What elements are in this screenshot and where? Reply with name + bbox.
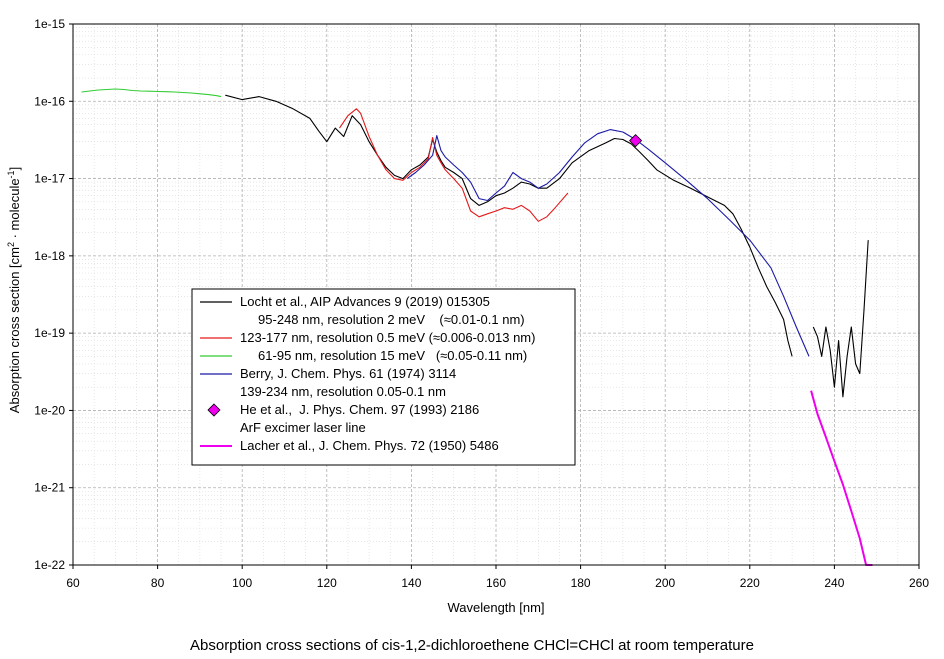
x-tick-label: 160 — [486, 576, 506, 590]
legend-label-2: 61-95 nm, resolution 15 meV (≈0.05-0.11 … — [240, 348, 527, 363]
legend-label-1: 123-177 nm, resolution 0.5 meV (≈0.006-0… — [240, 330, 535, 345]
chart: 60 80 100 120 140 160 180 200 220 240 260 1e-221e-… — [6, 17, 929, 615]
legend: Locht et al., AIP Advances 9 (2019) 0153… — [191, 288, 576, 466]
y-tick-label: 1e-17 — [34, 172, 65, 186]
legend-sublabel-4: ArF excimer laser line — [240, 420, 366, 435]
y-tick-labels: 1e-22 1e-21 1e-20 1e-19 1e-18 1e-17 1e-16 1e-15 — [34, 17, 73, 572]
series-line-locht_2meV — [225, 94, 793, 357]
series-line-locht_2meV_long — [812, 240, 869, 398]
y-tick-label: 1e-20 — [34, 403, 65, 417]
y-tick-label: 1e-18 — [34, 249, 65, 263]
series-line-locht_15meV — [81, 88, 222, 98]
y-tick-label: 1e-16 — [34, 94, 65, 108]
x-tick-label: 100 — [232, 576, 252, 590]
y-tick-label: 1e-19 — [34, 326, 65, 340]
y-axis-title-sup-2: -1 — [6, 170, 16, 178]
x-tick-label: 60 — [66, 576, 80, 590]
legend-items: Locht et al., AIP Advances 9 (2019) 0153… — [200, 294, 535, 453]
y-axis-title-text: Absorption cross section [cm — [7, 247, 22, 413]
points-layer — [629, 134, 643, 148]
x-tick-label: 80 — [151, 576, 165, 590]
y-tick-label: 1e-21 — [34, 481, 65, 495]
figure-caption: Absorption cross sections of cis-1,2-dic… — [190, 637, 754, 654]
x-tick-label: 220 — [740, 576, 760, 590]
x-tick-label: 200 — [655, 576, 675, 590]
x-tick-label: 140 — [401, 576, 421, 590]
series-line-locht_05meV — [339, 108, 569, 222]
legend-label-5: Lacher et al., J. Chem. Phys. 72 (1950) … — [240, 438, 499, 453]
legend-sublabel-3: 139-234 nm, resolution 0.05-0.1 nm — [240, 384, 446, 399]
series-line-berry — [406, 129, 810, 357]
legend-sublabel-0: 95-248 nm, resolution 2 meV (≈0.01-0.1 n… — [240, 312, 525, 327]
legend-box — [191, 288, 576, 466]
y-axis-title-end: ] — [7, 167, 22, 171]
legend-label-3: Berry, J. Chem. Phys. 61 (1974) 3114 — [240, 366, 456, 381]
legend-label-0: Locht et al., AIP Advances 9 (2019) 0153… — [240, 294, 490, 309]
y-axis-title-sup-1: 2 — [6, 242, 16, 247]
x-tick-labels: 60 80 100 120 140 160 180 200 220 240 260 — [66, 565, 929, 590]
x-tick-label: 240 — [824, 576, 844, 590]
legend-marker-4 — [207, 403, 221, 417]
x-tick-label: 120 — [317, 576, 337, 590]
x-tick-label: 180 — [571, 576, 591, 590]
y-tick-label: 1e-15 — [34, 17, 65, 31]
x-tick-label: 260 — [909, 576, 929, 590]
data-point-he_arf — [629, 134, 643, 148]
legend-label-4: He et al., J. Phys. Chem. 97 (1993) 2186 — [240, 402, 479, 417]
series-line-lacher — [810, 390, 873, 566]
y-axis-title-mid: · molecule — [7, 178, 22, 242]
y-tick-label: 1e-22 — [34, 558, 65, 572]
x-axis-title: Wavelength [nm] — [447, 600, 544, 615]
y-axis-title: Absorption cross section [cm2 · molecule… — [6, 167, 22, 413]
series-layer — [81, 88, 873, 566]
